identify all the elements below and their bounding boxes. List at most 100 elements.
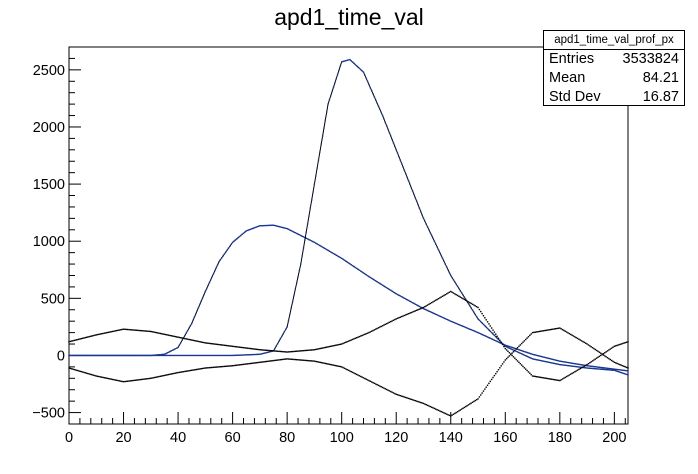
data-point: [306, 238, 309, 240]
data-point: [302, 247, 305, 249]
data-point: [118, 329, 121, 331]
data-point: [413, 399, 415, 401]
data-point: [255, 348, 257, 350]
data-point: [193, 339, 196, 342]
data-point: [525, 338, 527, 341]
data-point: [214, 354, 216, 357]
data-point: [324, 346, 327, 349]
x-tick-label: 60: [225, 430, 241, 446]
data-point: [411, 311, 414, 313]
data-point: [388, 288, 391, 291]
data-point: [302, 359, 305, 361]
data-point: [295, 232, 298, 235]
data-point: [223, 253, 226, 255]
data-point: [583, 365, 586, 367]
x-tick-label: 20: [115, 430, 131, 446]
data-point: [561, 364, 564, 366]
data-point: [201, 341, 204, 344]
data-point: [304, 349, 306, 352]
data-point: [305, 359, 307, 362]
data-point: [207, 284, 209, 287]
data-point: [186, 370, 189, 372]
data-point: [162, 354, 164, 357]
data-point: [598, 355, 601, 358]
data-point: [221, 344, 223, 346]
data-point: [148, 354, 151, 357]
data-point: [440, 296, 442, 298]
data-point: [550, 328, 553, 331]
data-point: [154, 354, 156, 357]
data-point: [358, 67, 361, 70]
data-point: [602, 368, 605, 371]
data-point: [490, 331, 493, 334]
data-point: [384, 286, 387, 288]
data-point: [189, 369, 192, 372]
data-point: [159, 375, 162, 378]
data-point: [604, 352, 606, 354]
data-point: [244, 347, 246, 349]
data-point: [107, 377, 110, 380]
data-point: [589, 367, 591, 369]
data-point: [178, 354, 181, 357]
data-point: [623, 342, 625, 344]
data-point: [373, 279, 376, 281]
data-point: [222, 255, 224, 257]
data-point: [552, 358, 554, 361]
data-point: [265, 351, 268, 354]
data-point: [199, 341, 201, 343]
data-point: [615, 368, 617, 371]
data-point: [143, 378, 145, 380]
data-point: [280, 358, 283, 361]
data-point: [463, 406, 466, 409]
data-point: [249, 362, 252, 365]
data-point: [353, 372, 355, 374]
data-point: [578, 338, 580, 340]
data-point: [334, 364, 336, 367]
data-point: [315, 175, 317, 177]
data-point: [173, 372, 175, 375]
data-point: [582, 364, 584, 366]
data-point: [455, 283, 457, 285]
data-point: [415, 200, 418, 202]
data-point: [169, 334, 171, 337]
data-point: [565, 361, 568, 364]
data-point: [470, 302, 472, 305]
data-point: [289, 351, 291, 353]
data-point: [192, 339, 194, 342]
data-point: [514, 347, 516, 350]
data-point: [162, 353, 164, 356]
data-point: [203, 341, 205, 344]
data-point: [430, 234, 433, 237]
data-point: [417, 400, 419, 403]
data-point: [602, 354, 605, 356]
data-point: [140, 329, 142, 332]
data-point: [139, 354, 141, 357]
data-point: [219, 354, 222, 357]
data-point: [493, 339, 496, 341]
data-point: [612, 369, 614, 371]
data-point: [507, 345, 509, 347]
data-point: [208, 281, 211, 284]
data-point: [259, 361, 261, 364]
data-point: [188, 327, 190, 329]
data-point: [218, 354, 220, 357]
data-point: [270, 349, 272, 352]
y-tick-label: 2000: [33, 120, 65, 136]
data-point: [122, 381, 125, 383]
data-point: [372, 93, 374, 95]
data-point: [557, 327, 560, 329]
data-point: [417, 203, 419, 206]
data-point: [229, 365, 231, 367]
data-point: [448, 319, 451, 322]
data-point: [430, 311, 433, 314]
data-point: [327, 249, 329, 252]
data-point: [515, 358, 517, 361]
data-point: [499, 339, 501, 342]
data-point: [445, 413, 448, 415]
data-point: [523, 350, 526, 353]
data-point: [305, 349, 307, 352]
data-point: [291, 230, 294, 233]
data-point: [572, 362, 575, 365]
data-point: [234, 354, 237, 357]
data-point: [304, 239, 306, 241]
